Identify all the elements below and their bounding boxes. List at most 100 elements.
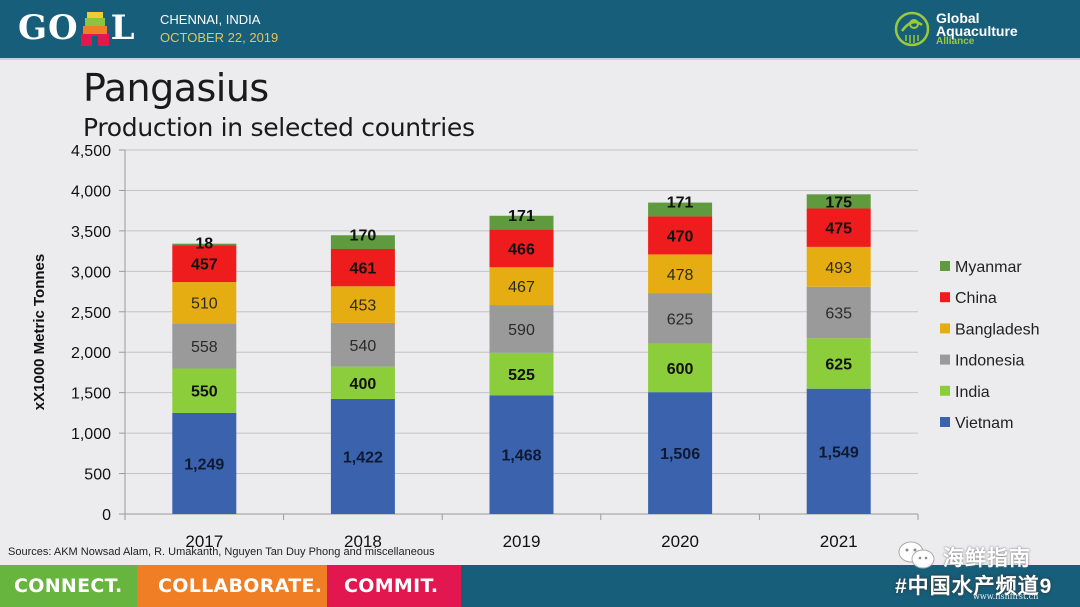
- bar-segment-indonesia: [648, 293, 713, 344]
- data-label: 525: [508, 367, 535, 384]
- legend-label: India: [955, 384, 990, 401]
- bar-segment-bangladesh: [489, 267, 554, 306]
- event-city: CHENNAI, INDIA: [160, 12, 261, 27]
- legend-swatch-india: [940, 385, 950, 396]
- data-label: 171: [667, 195, 694, 212]
- data-label: 175: [825, 194, 852, 211]
- gaa-logo: Global Aquaculture Alliance: [894, 9, 1074, 49]
- data-label: 493: [825, 260, 852, 277]
- legend-label: Indonesia: [955, 353, 1024, 370]
- data-label: 558: [191, 339, 218, 356]
- sources-note: Sources: AKM Nowsad Alam, R. Umakanth, N…: [8, 546, 435, 558]
- data-label: 550: [191, 384, 218, 401]
- bar-segment-china: [172, 245, 237, 283]
- legend-label: Myanmar: [955, 259, 1022, 276]
- data-label: 1,506: [660, 446, 700, 463]
- y-tick-label: 0: [102, 507, 111, 524]
- data-label: 470: [667, 228, 694, 245]
- bar-segment-china: [648, 216, 713, 255]
- data-label: 467: [508, 279, 535, 296]
- footer-commit: COMMIT.: [327, 565, 461, 607]
- data-label: 461: [350, 261, 377, 278]
- bar-segment-india: [330, 366, 395, 399]
- slide-title: Pangasius: [83, 66, 269, 110]
- data-label: 590: [508, 322, 535, 339]
- data-label: 1,422: [343, 449, 383, 466]
- y-tick-label: 1,500: [71, 386, 111, 403]
- slide-subtitle: Production in selected countries: [83, 113, 475, 142]
- footer-bar: CONNECT. COLLABORATE. COMMIT.: [0, 565, 1080, 607]
- data-label: 453: [350, 298, 377, 315]
- gaa-logo-line: Aquaculture: [936, 23, 1018, 39]
- goal-logo-tower-icon: [80, 10, 109, 46]
- bar-segment-bangladesh: [172, 282, 237, 324]
- globe-fish-icon: [894, 11, 930, 47]
- y-tick-label: 2,000: [71, 345, 111, 362]
- watermark-bottom-text: #中国水产频道9: [895, 575, 1053, 598]
- bar-segment-vietnam: [806, 388, 871, 514]
- data-label: 635: [825, 305, 852, 322]
- data-label: 170: [350, 227, 377, 244]
- legend-swatch-bangladesh: [940, 323, 950, 334]
- gaa-logo-line: Alliance: [936, 36, 975, 47]
- y-tick-label: 4,000: [71, 183, 111, 200]
- footer-fill: [461, 565, 1080, 607]
- goal-logo-letter: O: [48, 8, 79, 48]
- data-label: 171: [508, 208, 535, 225]
- bar-segment-china: [330, 249, 395, 287]
- x-tick-label: 2018: [344, 532, 382, 551]
- legend-label: Bangladesh: [955, 321, 1040, 338]
- data-labels: 1,249 550 558 510 457 18 1,422 400 540 453 461 170 1…: [184, 194, 859, 473]
- goal-logo-letter: L: [110, 8, 136, 48]
- bar-segment-bangladesh: [806, 246, 871, 287]
- y-axis-label: xX1000 Metric Tonnes: [31, 254, 48, 410]
- y-tick-label: 4,500: [71, 143, 111, 160]
- y-tick-label: 3,000: [71, 264, 111, 281]
- bar-segment-vietnam: [489, 395, 554, 514]
- footer-collaborate: COLLABORATE.: [137, 565, 327, 607]
- watermark: 海鲜指南 #中国水产频道9 www.fishfirst.cn: [895, 540, 1080, 605]
- legend-label: Vietnam: [955, 415, 1013, 432]
- bar-segment-indonesia: [806, 286, 871, 339]
- data-label: 478: [667, 267, 694, 284]
- data-label: 475: [825, 221, 852, 238]
- bar-segment-india: [648, 343, 713, 393]
- legend: Myanmar China Bangladesh Indonesia India Viet…: [940, 259, 1040, 432]
- bar-segment-myanmar: [806, 194, 871, 209]
- x-tick-label: 2017: [185, 532, 223, 551]
- bar-segment-bangladesh: [648, 254, 713, 294]
- bar-segment-indonesia: [330, 322, 395, 367]
- data-label: 625: [667, 311, 694, 328]
- bar-segment-china: [806, 208, 871, 247]
- bar-segment-india: [172, 368, 237, 413]
- gaa-logo-line: Global: [936, 10, 980, 26]
- data-label: 18: [195, 236, 213, 253]
- bar-segment-myanmar: [330, 235, 395, 250]
- legend-label: China: [955, 290, 997, 307]
- legend-swatch-myanmar: [940, 261, 950, 271]
- data-label: 400: [350, 376, 377, 393]
- data-label: 510: [191, 296, 218, 313]
- wechat-icon: [898, 541, 935, 569]
- bar-segment-indonesia: [489, 305, 554, 353]
- bar-segment-india: [806, 338, 871, 389]
- bar-segment-indonesia: [172, 323, 237, 369]
- bar-segment-vietnam: [330, 398, 395, 514]
- watermark-url: www.fishfirst.cn: [973, 592, 1039, 601]
- legend-swatch-indonesia: [940, 354, 950, 365]
- x-tick-label: 2019: [503, 532, 541, 551]
- legend-swatch-china: [940, 292, 950, 303]
- axes: 0 500 1,000 1,500 2,000 2,500 3,000 3,500 4,000 4…: [71, 143, 919, 551]
- event-date: OCTOBER 22, 2019: [160, 30, 279, 45]
- data-label: 540: [350, 338, 377, 355]
- data-label: 600: [667, 361, 694, 378]
- data-label: 1,549: [819, 444, 859, 461]
- y-tick-label: 3,500: [71, 224, 111, 241]
- bar-segment-india: [489, 352, 554, 396]
- legend-swatch-vietnam: [940, 417, 950, 427]
- x-tick-label: 2021: [820, 532, 858, 551]
- y-tick-label: 2,500: [71, 305, 111, 322]
